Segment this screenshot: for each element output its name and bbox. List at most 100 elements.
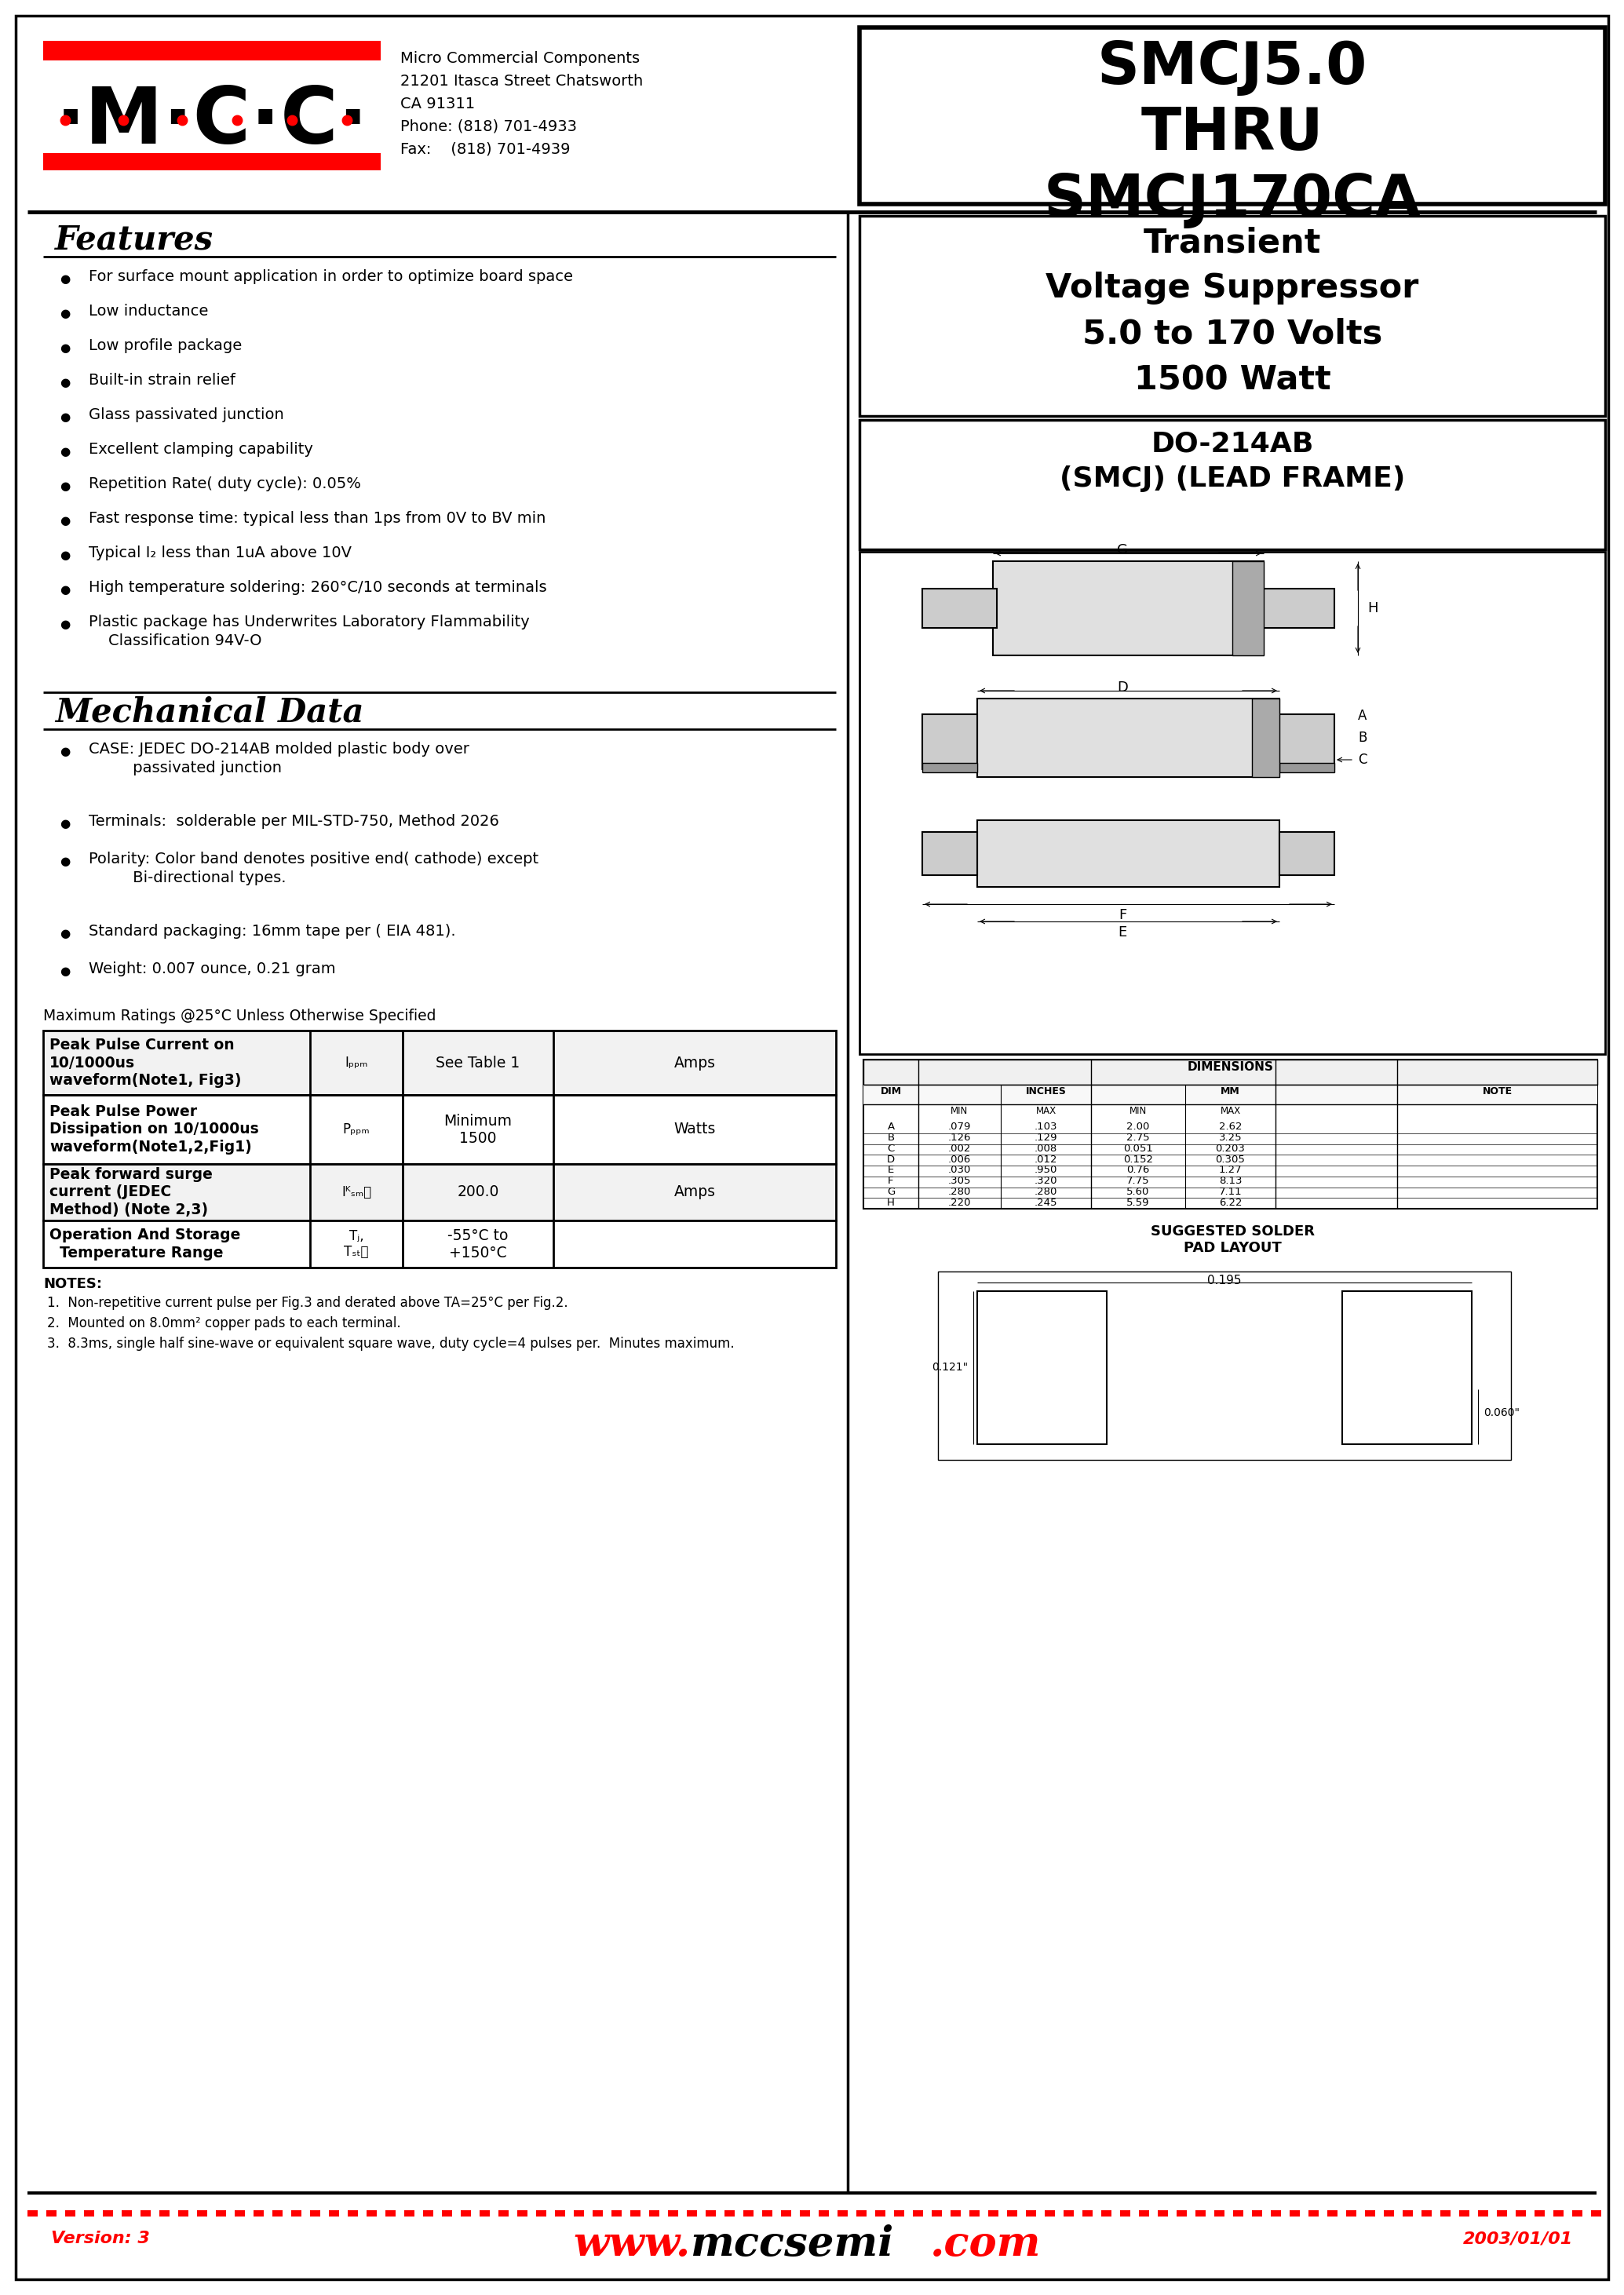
Bar	[235, 2210, 245, 2217]
Text: MIN: MIN	[1129, 1106, 1147, 1115]
Text: 0.152: 0.152	[1124, 1154, 1153, 1164]
Text: 3.  8.3ms, single half sine-wave or equivalent square wave, duty cycle=4 pulses : 3. 8.3ms, single half sine-wave or equiv…	[47, 1336, 734, 1352]
Bar	[1177, 2210, 1187, 2217]
Bar	[1195, 2210, 1205, 2217]
Text: 5.60: 5.60	[1127, 1187, 1150, 1198]
Bar	[1252, 698, 1280, 778]
Text: 2003/01/01: 2003/01/01	[1463, 2231, 1574, 2247]
Text: E: E	[1117, 925, 1127, 939]
Text: ●: ●	[60, 445, 70, 457]
Text: 200.0: 200.0	[456, 1184, 499, 1200]
Bar	[1233, 2210, 1244, 2217]
Text: .280: .280	[1034, 1187, 1057, 1198]
Bar	[1535, 2210, 1544, 2217]
Text: ●: ●	[60, 817, 70, 828]
Text: Repetition Rate( duty cycle): 0.05%: Repetition Rate( duty cycle): 0.05%	[89, 477, 361, 491]
Bar	[992, 562, 1263, 656]
Text: A: A	[887, 1122, 895, 1131]
Bar	[44, 1164, 836, 1221]
Text: 2.  Mounted on 8.0mm² copper pads to each terminal.: 2. Mounted on 8.0mm² copper pads to each…	[47, 1317, 401, 1331]
Bar	[895, 2210, 905, 2217]
Text: Version: 3: Version: 3	[50, 2231, 149, 2247]
Text: ●: ●	[60, 376, 70, 388]
Text: Built-in strain relief: Built-in strain relief	[89, 372, 235, 388]
Text: Pₚₚₘ: Pₚₚₘ	[343, 1122, 370, 1136]
Bar	[102, 2210, 114, 2217]
Text: G: G	[1117, 544, 1129, 558]
Bar	[1572, 2210, 1582, 2217]
Bar	[499, 2210, 508, 2217]
Text: ●: ●	[60, 273, 70, 285]
Text: Amps: Amps	[674, 1056, 716, 1069]
Bar	[1007, 2210, 1017, 2217]
Bar	[687, 2210, 697, 2217]
Bar	[859, 551, 1605, 1053]
Bar	[555, 2210, 565, 2217]
Text: See Table 1: See Table 1	[435, 1056, 520, 1069]
Text: Fast response time: typical less than 1ps from 0V to BV min: Fast response time: typical less than 1p…	[89, 512, 546, 526]
Text: 0.203: 0.203	[1215, 1143, 1246, 1154]
Text: MM: MM	[1221, 1086, 1241, 1097]
Bar	[330, 2210, 339, 2217]
Text: .012: .012	[1034, 1154, 1057, 1164]
Text: MAX: MAX	[1036, 1106, 1056, 1115]
Bar	[1478, 2210, 1488, 2217]
Bar	[479, 2210, 490, 2217]
Bar	[1515, 2210, 1527, 2217]
Bar	[1309, 2210, 1319, 2217]
Bar	[1460, 2210, 1470, 2217]
Bar	[970, 2210, 979, 2217]
Text: 0.305: 0.305	[1215, 1154, 1246, 1164]
Bar	[593, 2210, 603, 2217]
Text: ●: ●	[60, 549, 70, 562]
Text: H: H	[887, 1198, 895, 1207]
Bar	[932, 2210, 942, 2217]
Bar	[922, 762, 978, 773]
Text: Mechanical Data: Mechanical Data	[55, 695, 364, 730]
Text: 0.121": 0.121"	[932, 1363, 968, 1372]
Bar	[650, 2210, 659, 2217]
Bar	[424, 2210, 434, 2217]
Text: 0.195: 0.195	[1207, 1276, 1241, 1287]
Text: B: B	[1358, 730, 1367, 746]
Text: High temperature soldering: 260°C/10 seconds at terminals: High temperature soldering: 260°C/10 sec…	[89, 581, 547, 594]
Bar	[838, 2210, 848, 2217]
Bar	[385, 2210, 396, 2217]
Bar	[1366, 2210, 1376, 2217]
Bar	[461, 2210, 471, 2217]
Bar	[141, 2210, 151, 2217]
Bar	[47, 2210, 57, 2217]
Text: ●: ●	[60, 746, 70, 757]
Bar	[159, 2210, 169, 2217]
Text: .305: .305	[948, 1175, 971, 1187]
Bar	[1341, 1292, 1471, 1444]
Text: Peak Pulse Power
Dissipation on 10/1000us
waveform(Note1,2,Fig1): Peak Pulse Power Dissipation on 10/1000u…	[49, 1104, 258, 1154]
Text: -55°C to
+150°C: -55°C to +150°C	[448, 1228, 508, 1260]
Text: DIM: DIM	[880, 1086, 901, 1097]
Bar	[864, 1060, 1598, 1086]
Text: C: C	[887, 1143, 895, 1154]
Text: .245: .245	[1034, 1198, 1057, 1207]
Text: .220: .220	[948, 1198, 971, 1207]
Bar	[939, 1271, 1510, 1460]
Bar	[744, 2210, 754, 2217]
Text: H: H	[1367, 601, 1377, 615]
Bar	[1384, 2210, 1393, 2217]
Bar	[44, 1030, 836, 1095]
Text: 7.11: 7.11	[1218, 1187, 1242, 1198]
Text: .129: .129	[1034, 1134, 1057, 1143]
Bar	[762, 2210, 773, 2217]
Text: Low inductance: Low inductance	[89, 303, 208, 319]
Bar	[1064, 2210, 1073, 2217]
Text: Micro Commercial Components
21201 Itasca Street Chatsworth
CA 91311
Phone: (818): Micro Commercial Components 21201 Itasca…	[400, 50, 643, 156]
Text: G: G	[887, 1187, 895, 1198]
Text: Glass passivated junction: Glass passivated junction	[89, 406, 284, 422]
Bar	[801, 2210, 810, 2217]
Bar	[706, 2210, 716, 2217]
Text: ●: ●	[60, 966, 70, 978]
Bar	[978, 819, 1280, 886]
Bar	[28, 2210, 37, 2217]
Text: 0.060": 0.060"	[1483, 1407, 1520, 1418]
Text: Standard packaging: 16mm tape per ( EIA 481).: Standard packaging: 16mm tape per ( EIA …	[89, 925, 456, 939]
Bar	[573, 2210, 585, 2217]
